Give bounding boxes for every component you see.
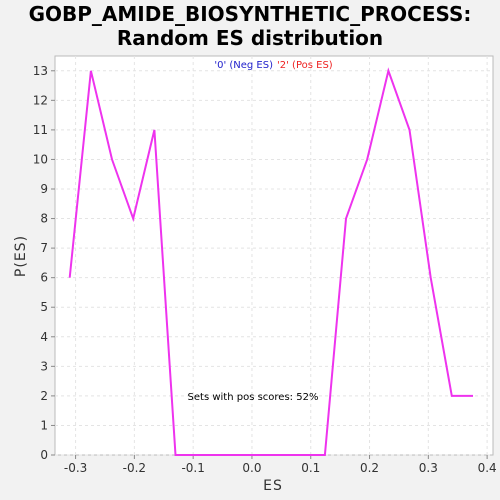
chart-title-line-1: GOBP_AMIDE_BIOSYNTHETIC_PROCESS:	[28, 2, 472, 26]
series-line	[68, 67, 473, 456]
y-tick-label: 3	[40, 359, 48, 373]
series-layer	[68, 67, 473, 456]
y-tick-label: 10	[33, 152, 48, 166]
plot-background	[54, 55, 494, 456]
x-tick-label: -0.3	[64, 461, 87, 475]
x-axis-ticks: -0.3 -0.2 -0.1 0.0 0.1 0.2 0.3 0.4	[64, 455, 497, 475]
x-tick-label: -0.1	[181, 461, 204, 475]
y-tick-label: 0	[40, 448, 48, 462]
legend-neg-es: '0' (Neg ES)	[214, 60, 273, 71]
y-tick-label: 12	[33, 93, 48, 107]
y-tick-label: 8	[40, 212, 48, 226]
y-tick-label: 5	[40, 300, 48, 314]
x-tick-label: 0.4	[478, 461, 497, 475]
legend-pos-es: '2' (Pos ES)	[277, 60, 333, 71]
x-tick-label: -0.2	[123, 461, 146, 475]
y-tick-label: 2	[40, 389, 48, 403]
x-tick-label: 0.2	[360, 461, 379, 475]
y-tick-label: 13	[33, 64, 48, 78]
x-tick-label: 0.0	[242, 461, 261, 475]
y-tick-label: 7	[40, 241, 48, 255]
x-tick-label: 0.1	[301, 461, 320, 475]
y-tick-label: 11	[33, 123, 48, 137]
y-axis-title: P(ES)	[13, 235, 29, 277]
y-tick-label: 1	[40, 418, 48, 432]
y-tick-label: 4	[40, 330, 48, 344]
y-tick-label: 9	[40, 182, 48, 196]
grid-lines	[55, 56, 493, 456]
x-axis-title: ES	[263, 478, 283, 494]
y-tick-label: 6	[40, 271, 48, 285]
chart-title-line-2: Random ES distribution	[116, 26, 384, 50]
x-tick-label: 0.3	[419, 461, 438, 475]
pos-scores-annotation: Sets with pos scores: 52%	[188, 392, 319, 403]
